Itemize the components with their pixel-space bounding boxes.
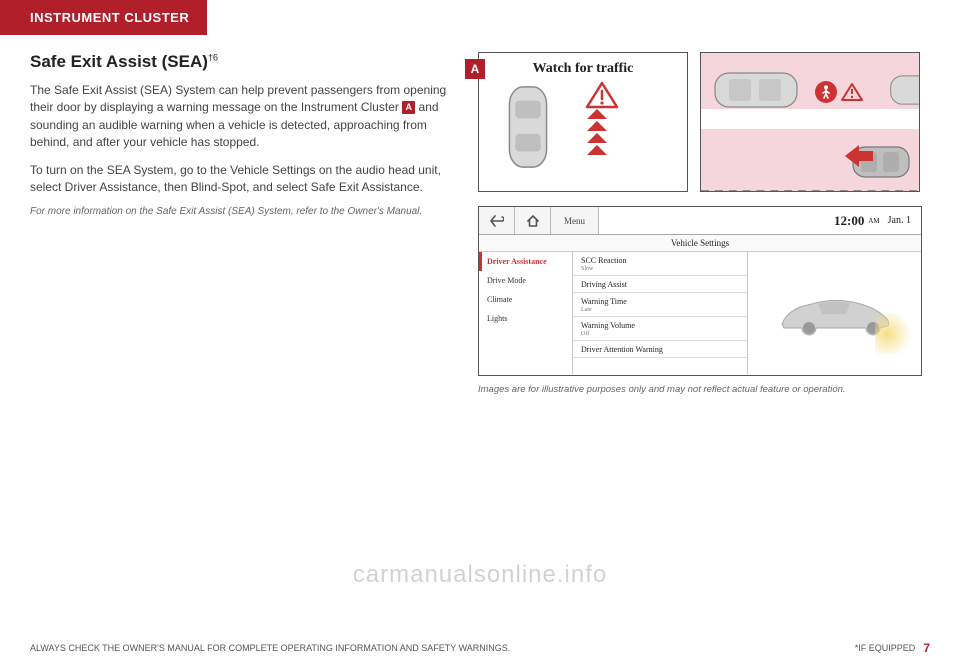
content: Safe Exit Assist (SEA)†6 The Safe Exit A… — [30, 0, 930, 395]
option-label: SCC Reaction — [581, 256, 627, 265]
settings-preview — [748, 252, 922, 374]
option-warning-volume[interactable]: Warning Volume Off — [573, 317, 747, 341]
page-number: 7 — [923, 641, 930, 655]
paragraph-2: To turn on the SEA System, go to the Veh… — [30, 162, 460, 197]
home-icon — [526, 215, 540, 227]
figure-b — [700, 52, 920, 192]
home-button[interactable] — [515, 207, 551, 234]
category-lights[interactable]: Lights — [479, 309, 572, 328]
figure-a-title: Watch for traffic — [479, 53, 687, 77]
figure-b-inner — [701, 53, 919, 191]
approach-arrow-icon — [845, 145, 873, 167]
option-driver-attention-warning[interactable]: Driver Attention Warning — [573, 341, 747, 358]
footer: ALWAYS CHECK THE OWNER'S MANUAL FOR COMP… — [30, 641, 930, 655]
figure-a: A Watch for traffic — [478, 52, 688, 192]
option-driving-assist[interactable]: Driving Assist — [573, 276, 747, 293]
chevron-up-icon — [587, 145, 607, 155]
footer-right: *IF EQUIPPED — [855, 643, 916, 653]
category-climate[interactable]: Climate — [479, 290, 572, 309]
clock-time: 12:00 — [830, 213, 868, 229]
header-tab: INSTRUMENT CLUSTER — [0, 0, 207, 35]
settings-options: SCC Reaction Slow Driving Assist Warning… — [573, 252, 748, 374]
clock-ampm: AM — [868, 217, 879, 225]
settings-categories: Driver Assistance Drive Mode Climate Lig… — [479, 252, 573, 374]
settings-title: Vehicle Settings — [479, 235, 921, 252]
left-column: Safe Exit Assist (SEA)†6 The Safe Exit A… — [30, 52, 460, 395]
figure-a-body — [479, 77, 687, 177]
option-sub: Late — [581, 307, 739, 313]
option-label: Warning Time — [581, 297, 627, 306]
subject-car-icon — [713, 67, 799, 113]
figure-a-badge: A — [465, 59, 485, 79]
chevron-up-icon — [587, 133, 607, 143]
warning-triangle-icon — [585, 81, 619, 109]
section-title-sup: †6 — [208, 52, 218, 62]
badge-a-inline: A — [402, 101, 415, 114]
section-title: Safe Exit Assist (SEA)†6 — [30, 52, 460, 72]
footer-left: ALWAYS CHECK THE OWNER'S MANUAL FOR COMP… — [30, 643, 510, 653]
pedestrian-alert-icon — [815, 81, 837, 103]
option-label: Warning Volume — [581, 321, 635, 330]
chevron-stack — [587, 109, 607, 155]
right-column: A Watch for traffic — [478, 52, 930, 395]
settings-body: Driver Assistance Drive Mode Climate Lig… — [479, 252, 921, 374]
small-warning-triangle-icon — [841, 83, 863, 101]
preview-glow — [875, 314, 915, 354]
option-label: Driving Assist — [581, 280, 627, 289]
option-scc-reaction[interactable]: SCC Reaction Slow — [573, 252, 747, 276]
note-more-info: For more information on the Safe Exit As… — [30, 206, 460, 217]
page: INSTRUMENT CLUSTER Safe Exit Assist (SEA… — [0, 0, 960, 669]
menu-button[interactable]: Menu — [551, 207, 599, 234]
option-warning-time[interactable]: Warning Time Late — [573, 293, 747, 317]
paragraph-1: The Safe Exit Assist (SEA) System can he… — [30, 82, 460, 152]
settings-topbar: Menu 12:00 AM Jan. 1 — [479, 207, 921, 235]
chevron-up-icon — [587, 121, 607, 131]
clock-date: Jan. 1 — [888, 215, 911, 226]
adjacent-car-icon — [889, 67, 919, 113]
back-icon — [490, 215, 504, 227]
option-sub: Off — [581, 331, 739, 337]
settings-screen-figure: Menu 12:00 AM Jan. 1 Vehicle Settings Dr… — [478, 206, 922, 376]
category-drive-mode[interactable]: Drive Mode — [479, 271, 572, 290]
section-title-text: Safe Exit Assist (SEA) — [30, 52, 208, 71]
back-button[interactable] — [479, 207, 515, 234]
chevron-up-icon — [587, 109, 607, 119]
car-top-icon — [503, 83, 553, 171]
category-driver-assistance[interactable]: Driver Assistance — [479, 252, 572, 271]
p1-part-a: The Safe Exit Assist (SEA) System can he… — [30, 83, 446, 114]
option-label: Driver Attention Warning — [581, 345, 663, 354]
lane-dash-line — [701, 189, 919, 191]
option-sub: Slow — [581, 266, 739, 272]
watermark: carmanualsonline.info — [353, 561, 607, 589]
figure-caption: Images are for illustrative purposes onl… — [478, 384, 930, 395]
figures-row: A Watch for traffic — [478, 52, 930, 192]
